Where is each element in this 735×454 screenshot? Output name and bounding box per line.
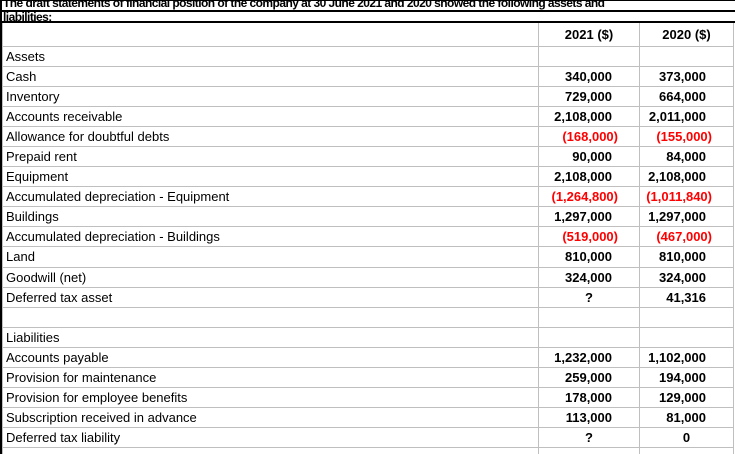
value-2021: 810,000 — [538, 246, 640, 268]
header-label-column — [2, 23, 539, 47]
table-row: Accumulated depreciation - Buildings (519… — [2, 226, 734, 248]
row-label: Assets — [2, 45, 539, 67]
header-2020: 2020 ($) — [639, 23, 734, 47]
row-label: Deferred tax liability — [2, 427, 539, 449]
value-2020: 373,000 — [639, 65, 734, 87]
value-2020: 41,316 — [639, 286, 734, 308]
table-row: Accounts receivable 2,108,000 2,011,000 — [2, 105, 734, 127]
table-row: Goodwill (net) 324,000 324,000 — [2, 266, 734, 288]
value-2021: (519,000) — [538, 226, 640, 248]
value-2021: 259,000 — [538, 366, 640, 389]
value-2020: 810,000 — [639, 246, 734, 268]
table-row — [2, 306, 734, 328]
row-label: Buildings — [2, 206, 539, 228]
row-label — [2, 306, 539, 328]
left-border-line — [0, 0, 2, 454]
value-2021 — [538, 326, 640, 348]
value-2021: 729,000 — [538, 85, 640, 107]
table-row: Accounts payable 1,232,000 1,102,000 — [2, 346, 734, 369]
table-row: Allowance for doubtful debts (168,000) (15… — [2, 125, 734, 147]
value-2021: 340,000 — [538, 65, 640, 87]
value-2021: ? — [538, 427, 640, 449]
value-2020 — [639, 306, 734, 328]
value-2020: 1,297,000 — [639, 206, 734, 228]
table-row: Accumulated depreciation - Equipment (1,2… — [2, 186, 734, 208]
row-label: Liabilities — [2, 326, 539, 348]
row-label: Accumulated depreciation - Buildings — [2, 226, 539, 248]
row-label: Accumulated depreciation - Equipment — [2, 186, 539, 208]
table-row: Deferred tax liability? 0 — [2, 427, 734, 449]
value-2021: 2,108,000 — [538, 105, 640, 127]
value-2020: (1,011,840) — [639, 186, 734, 208]
note-text-line1: The draft statements of financial positi… — [3, 0, 605, 10]
table-row: Prepaid rent 90,000 84,000 — [2, 145, 734, 168]
table-row: Subscription received in advance 113,000 8… — [2, 407, 734, 429]
row-label: Prepaid rent — [2, 145, 539, 168]
value-2020: 324,000 — [639, 266, 734, 288]
value-2021: 113,000 — [538, 407, 640, 429]
value-2020: 194,000 — [639, 366, 734, 389]
table-row: Equipment 2,108,000 2,108,000 — [2, 166, 734, 188]
value-2020 — [639, 45, 734, 67]
value-2020: 1,102,000 — [639, 346, 734, 369]
value-2020: 2,011,000 — [639, 105, 734, 127]
value-2021: (1,264,800) — [538, 186, 640, 208]
value-2020: 664,000 — [639, 85, 734, 107]
financial-position-table: 2021 ($) 2020 ($) Assets Cash 340,000 373,0… — [2, 23, 734, 454]
note-divider-line — [0, 10, 735, 12]
value-2021: ? — [538, 286, 640, 308]
value-2020 — [639, 447, 734, 454]
value-2021: 1,297,000 — [538, 206, 640, 228]
table-row: Land 810,000 810,000 — [2, 246, 734, 268]
table-row — [2, 447, 734, 454]
row-label: Allowance for doubtful debts — [2, 125, 539, 147]
table-header-row: 2021 ($) 2020 ($) — [2, 23, 734, 47]
table-row: Assets — [2, 45, 734, 67]
value-2021: 1,232,000 — [538, 346, 640, 369]
table-row: Cash 340,000 373,000 — [2, 65, 734, 87]
table-row: Provision for maintenance 259,000 194,000 — [2, 366, 734, 389]
row-label: Subscription received in advance — [2, 407, 539, 429]
row-label: Accounts receivable — [2, 105, 539, 127]
financial-table-body: Assets Cash 340,000 373,000 Inventory 729,000… — [2, 45, 734, 454]
value-2020: 2,108,000 — [639, 166, 734, 188]
row-label: Inventory — [2, 85, 539, 107]
note-text-line2: liabilities: — [3, 11, 52, 21]
row-label: Cash — [2, 65, 539, 87]
value-2021 — [538, 45, 640, 67]
table-row: Deferred tax asset? 41,316 — [2, 286, 734, 308]
table-row: Provision for employee benefits 178,000 12… — [2, 387, 734, 409]
value-2020: 129,000 — [639, 387, 734, 409]
value-2021 — [538, 306, 640, 328]
value-2020: 84,000 — [639, 145, 734, 168]
row-label: Deferred tax asset — [2, 286, 539, 308]
value-2021: (168,000) — [538, 125, 640, 147]
value-2020: 0 — [639, 427, 734, 449]
table-top-border-line — [0, 21, 735, 23]
table-row: Liabilities — [2, 326, 734, 348]
row-label: Accounts payable — [2, 346, 539, 369]
value-2021 — [538, 447, 640, 454]
row-label — [2, 447, 539, 454]
row-label: Provision for maintenance — [2, 366, 539, 389]
row-label: Provision for employee benefits — [2, 387, 539, 409]
row-label: Goodwill (net) — [2, 266, 539, 288]
value-2020: (155,000) — [639, 125, 734, 147]
value-2021: 324,000 — [538, 266, 640, 288]
value-2021: 90,000 — [538, 145, 640, 168]
value-2020: 81,000 — [639, 407, 734, 429]
table-row: Inventory 729,000 664,000 — [2, 85, 734, 107]
value-2020: (467,000) — [639, 226, 734, 248]
row-label: Land — [2, 246, 539, 268]
value-2020 — [639, 326, 734, 348]
note-text-line2-clipped: liabilities: — [3, 11, 52, 21]
row-label: Equipment — [2, 166, 539, 188]
value-2021: 2,108,000 — [538, 166, 640, 188]
top-border-line — [0, 0, 735, 1]
header-2021: 2021 ($) — [538, 23, 640, 47]
value-2021: 178,000 — [538, 387, 640, 409]
table-row: Buildings 1,297,000 1,297,000 — [2, 206, 734, 228]
